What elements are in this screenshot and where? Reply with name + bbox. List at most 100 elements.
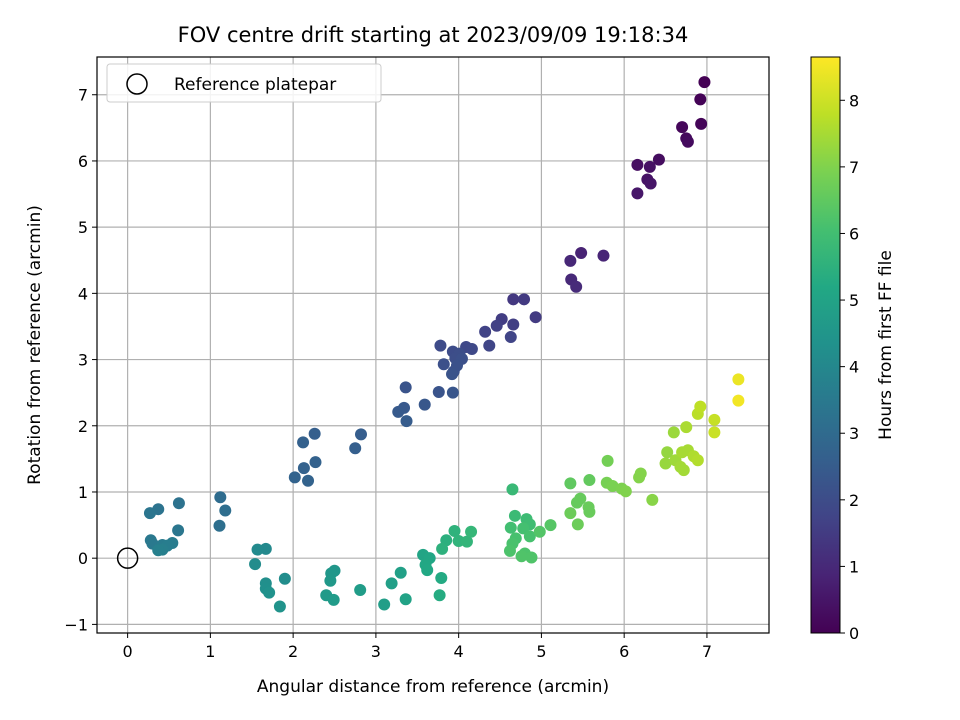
data-point [263,586,276,599]
x-tick-label: 7 [702,642,712,661]
data-point [392,405,405,418]
colorbar-tick-label: 2 [849,491,859,510]
y-tick-label: 2 [78,417,88,436]
data-point [732,373,745,386]
y-tick-label: 1 [78,483,88,502]
data-point [152,544,165,557]
data-point [698,76,711,89]
data-point [544,519,557,532]
data-point [564,507,577,520]
y-axis-label: Rotation from reference (arcmin) [25,205,45,485]
data-point [533,525,546,538]
data-point [214,491,227,504]
data-point [694,400,707,413]
data-point [507,293,520,306]
data-point [421,564,434,577]
chart-title: FOV centre drift starting at 2023/09/09 … [178,23,689,47]
data-point [479,325,492,338]
data-point [446,386,459,399]
colorbar-tick-label: 8 [849,91,859,110]
x-tick-label: 6 [619,642,629,661]
data-point [483,339,496,352]
colorbar-ticks: 0 1 2 3 4 5 6 7 8 [840,91,859,643]
data-point [490,319,503,332]
data-point [525,551,538,564]
data-point [418,398,431,411]
data-point [433,589,446,602]
data-point [249,558,262,571]
data-point [677,464,690,477]
data-point [378,598,391,611]
data-point [643,160,656,173]
data-point [583,474,596,487]
data-point [597,249,610,262]
x-tick-label: 2 [288,642,298,661]
data-point [517,522,530,535]
y-tick-label: −1 [64,615,88,634]
legend: Reference platepar [106,63,382,103]
data-point [465,342,478,355]
y-tick-label: 3 [78,351,88,370]
data-point [324,574,337,587]
data-point [172,497,185,510]
x-tick-label: 1 [205,642,215,661]
data-point [302,474,315,487]
colorbar-tick-label: 3 [849,424,859,443]
data-point [661,446,674,459]
data-point [606,480,619,493]
data-point [504,331,517,344]
data-point [681,135,694,148]
x-tick-label: 5 [536,642,546,661]
colorbar: 0 1 2 3 4 5 6 7 8 Hours from first FF file [810,56,896,643]
data-point [219,504,232,517]
colorbar-tick-label: 0 [849,624,859,643]
data-point [503,544,516,557]
data-point [394,566,407,579]
data-point [507,318,520,331]
data-point [172,524,185,537]
data-point [646,493,659,506]
data-point [523,530,536,543]
data-point [448,525,461,538]
data-point [385,577,398,590]
data-point [399,593,412,606]
data-point [278,572,291,585]
data-point [732,394,745,407]
data-point [633,471,646,484]
data-points [143,76,745,613]
y-tick-label: 6 [78,152,88,171]
legend-hollow-circle-icon [126,73,148,95]
data-point [667,426,680,439]
data-point [251,543,264,556]
data-point [446,368,459,381]
data-point [308,427,321,440]
data-point [564,254,577,267]
data-point [465,525,478,538]
legend-label-reference: Reference platepar [174,75,336,95]
y-tick-label: 5 [78,218,88,237]
data-point [708,426,721,439]
data-point [432,386,445,399]
data-point [297,436,310,449]
colorbar-tick-label: 4 [849,358,859,377]
data-point [434,339,447,352]
y-tick-label: 7 [78,86,88,105]
data-point [288,471,301,484]
y-tick-label: 4 [78,284,88,303]
data-point [694,93,707,106]
colorbar-label: Hours from first FF file [876,250,896,440]
x-tick-label: 4 [454,642,464,661]
data-point [399,381,412,394]
data-point [680,421,693,434]
data-point [601,454,614,467]
reference-platepar-marker [116,547,139,569]
colorbar-tick-label: 6 [849,224,859,243]
data-point [695,117,708,130]
colorbar-tick-label: 7 [849,158,859,177]
y-tick-label: 0 [78,549,88,568]
x-axis-label: Angular distance from reference (arcmin) [257,677,609,697]
data-point [436,542,449,555]
plot-frame [96,56,770,634]
data-point [213,519,226,532]
